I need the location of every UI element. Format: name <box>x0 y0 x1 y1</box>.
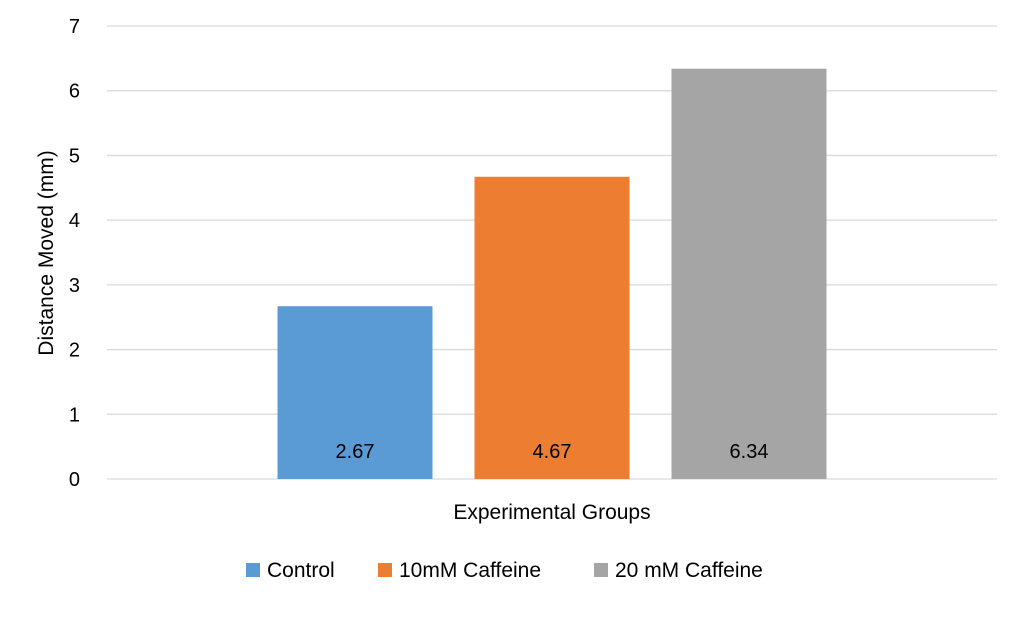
bar-data-label: 6.34 <box>730 441 769 463</box>
legend: Control 10mM Caffeine 20 mM Caffeine <box>246 559 763 582</box>
legend-label: Control <box>267 559 335 582</box>
y-tick-label: 1 <box>69 404 80 426</box>
y-tick-label: 7 <box>69 16 80 38</box>
bar-2 <box>474 176 630 479</box>
y-axis-ticks: 0 1 2 3 4 5 6 7 <box>69 16 80 491</box>
y-tick-label: 3 <box>69 275 80 297</box>
y-tick-label: 2 <box>69 340 80 362</box>
bar-1 <box>277 306 433 479</box>
legend-swatch <box>594 563 608 577</box>
y-tick-label: 5 <box>69 145 80 167</box>
legend-swatch <box>378 563 392 577</box>
y-axis-title: Distance Moved (mm) <box>35 150 58 355</box>
bar-data-label: 2.67 <box>336 441 375 463</box>
legend-label: 10mM Caffeine <box>399 559 541 582</box>
legend-label: 20 mM Caffeine <box>615 559 763 582</box>
legend-swatch <box>246 563 260 577</box>
y-tick-label: 0 <box>69 469 80 491</box>
x-axis-title: Experimental Groups <box>453 501 650 524</box>
y-tick-label: 6 <box>69 81 80 103</box>
y-tick-label: 4 <box>69 210 80 232</box>
bar-3 <box>671 68 827 479</box>
bar-data-label: 4.67 <box>533 441 572 463</box>
bars <box>277 68 827 479</box>
data-labels: 2.67 4.67 6.34 <box>336 441 769 463</box>
